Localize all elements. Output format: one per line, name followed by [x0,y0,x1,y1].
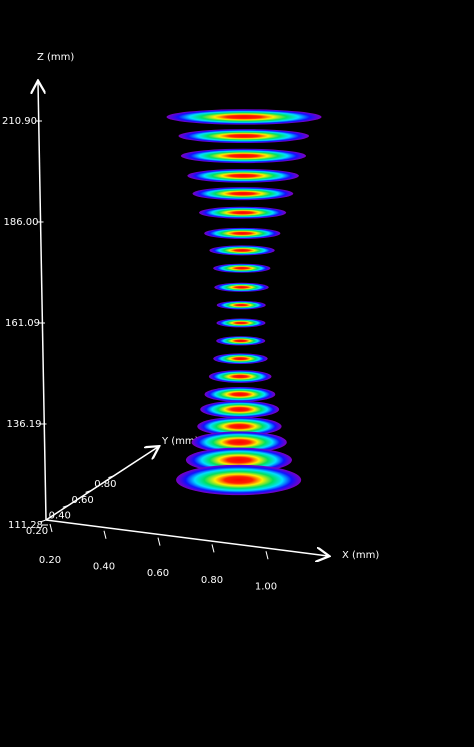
y-axis-label: Y (mm) [161,436,199,447]
x-tick-label: 0.80 [201,575,223,586]
beam-slice [216,336,266,346]
beam-slice [176,464,302,496]
y-tick [85,489,92,493]
beam-slice [166,109,322,125]
y-axis [45,447,158,521]
beam-slice [214,282,269,292]
x-tick [49,523,53,533]
x-tick [103,530,107,539]
beam-slice [191,431,287,454]
y-tick [39,519,47,523]
x-tick-label: 1.00 [255,581,277,592]
beam-slice [216,300,266,310]
x-tick-label: 0.40 [93,562,115,573]
y-tick-label: 0.40 [49,510,71,521]
z-axis [38,82,47,521]
beam-slice [213,353,268,364]
z-tick-label: 136.19 [6,419,41,430]
y-tick-label: 0.20 [26,526,48,537]
beam-slice [204,227,281,239]
beam-slice [178,129,310,144]
x-tick [211,544,215,553]
x-tick-label: 0.60 [147,568,169,579]
z-tick-label: 161.09 [5,318,40,329]
x-axis [45,519,328,556]
x-tick [265,551,269,560]
beam-slice [209,245,275,256]
y-tick-label: 0.80 [94,479,116,490]
y-tick [108,475,115,479]
z-tick-label: 210.90 [2,116,37,127]
z-axis-label: Z (mm) [37,52,74,63]
beam-slice [199,206,287,219]
x-axis-label: X (mm) [342,550,379,561]
y-tick [62,504,69,508]
beam-slice [192,187,294,201]
beam-slice [197,417,282,436]
y-tick-label: 0.60 [71,495,93,506]
z-tick-label: 186.00 [3,217,38,228]
beam-slice [216,318,266,328]
beam-slice [200,400,280,418]
beam-slice [180,148,307,164]
beam-slice [187,168,299,183]
z-tick-label: 111.28 [8,520,43,531]
beam-slice [204,386,276,402]
x-tick [157,537,161,546]
beam-slice [213,263,271,273]
x-tick-label: 0.20 [39,555,61,566]
beam-slice [208,370,272,383]
